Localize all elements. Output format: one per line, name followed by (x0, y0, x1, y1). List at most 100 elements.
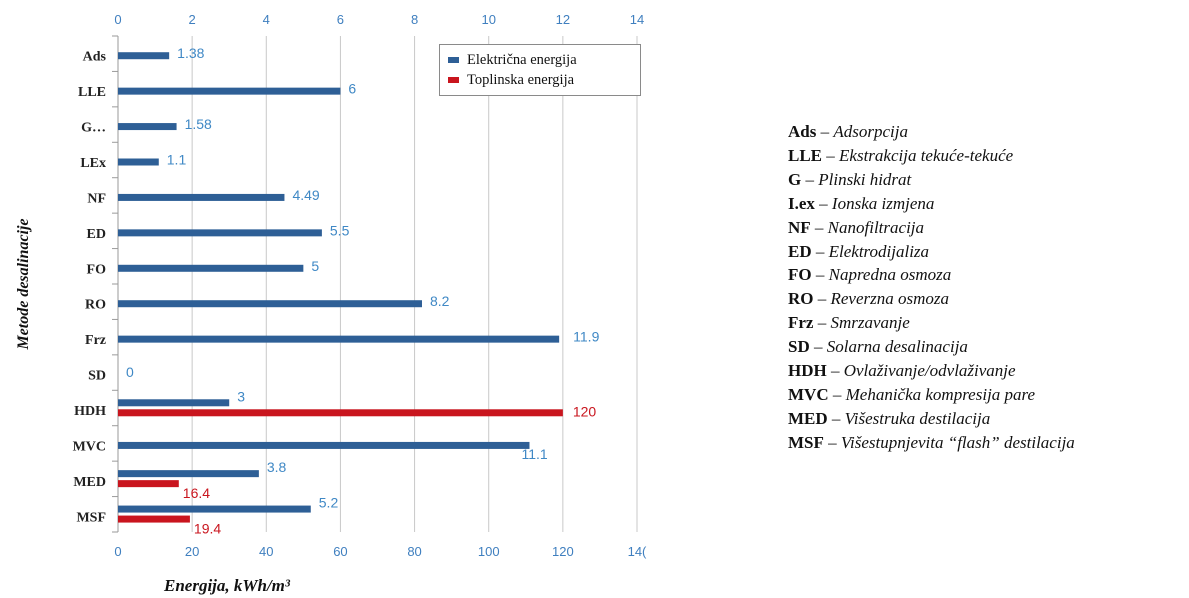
y-axis-title: Metode desalinacije (15, 218, 32, 350)
abbreviation-item: LLE – Ekstrakcija tekuće-tekuće (788, 144, 1183, 168)
grid-lines (191, 36, 638, 532)
data-label-electric: 4.49 (292, 187, 319, 203)
category-label: MVC (73, 439, 106, 454)
abbreviation-separator: – (813, 289, 831, 309)
abbreviation-item: SD – Solarna desalinacija (788, 335, 1183, 359)
bar-electric (118, 470, 259, 478)
abbreviation-code: HDH (788, 361, 827, 381)
abbreviation-separator: – (801, 169, 819, 189)
bar-electric (118, 87, 341, 95)
bar-electric (118, 399, 230, 407)
bar-electric (118, 229, 322, 237)
bottom-tick-label: 120 (552, 544, 574, 559)
abbreviation-separator: – (827, 408, 845, 428)
bar-thermal (118, 409, 563, 417)
category-label: ED (87, 227, 106, 242)
abbreviation-description: Solarna desalinacija (826, 337, 968, 357)
abbreviation-code: RO (788, 289, 814, 309)
bottom-tick-label: 0 (114, 544, 121, 559)
top-tick-label: 14 (630, 12, 644, 27)
abbreviation-description: Ovlaživanje/odvlaživanje (843, 361, 1016, 381)
bar-electric (118, 52, 170, 60)
bar-electric (118, 505, 311, 513)
data-label-electric: 1.58 (185, 116, 212, 132)
data-label-electric: 3.8 (267, 459, 287, 475)
bar-electric (118, 193, 285, 201)
abbreviation-item: G – Plinski hidrat (788, 168, 1183, 192)
data-label-electric: 5.2 (319, 495, 339, 511)
bottom-tick-label: 14( (628, 544, 647, 559)
abbreviation-separator: – (822, 145, 840, 165)
top-tick-label: 8 (411, 12, 418, 27)
abbreviation-separator: – (814, 193, 832, 213)
category-label: FO (87, 262, 107, 277)
data-label-electric: 5.5 (330, 222, 350, 238)
abbreviation-item: Ads – Adsorpcija (788, 120, 1183, 144)
bar-electric (118, 335, 560, 343)
abbreviation-description: Ekstrakcija tekuće-tekuće (839, 145, 1014, 165)
abbreviation-separator: – (828, 384, 846, 404)
abbreviation-description: Napredna osmoza (828, 265, 952, 285)
abbreviation-code: MED (788, 408, 828, 428)
abbreviation-item: MED – Višestruka destilacija (788, 407, 1183, 431)
category-labels: Ads LLE G… LEx NF ED FO RO Frz SD HDH MVC MED MSF (73, 50, 107, 526)
bottom-tick-label: 20 (185, 544, 199, 559)
bar-electric (118, 123, 177, 131)
abbreviation-code: Frz (788, 313, 814, 333)
data-label-electric: 11.1 (521, 446, 547, 462)
abbreviation-item: Frz – Smrzavanje (788, 311, 1183, 335)
abbreviation-list: Ads – Adsorpcija LLE – Ekstrakcija tekuće… (788, 120, 1183, 455)
abbreviation-separator: – (823, 432, 841, 452)
abbreviation-description: Višestruka destilacija (844, 408, 991, 428)
top-tick-label: 6 (337, 12, 344, 27)
chart-area: 1.38 6 1.58 1.1 4.49 5.5 5 8.2 11.9 0 3 120 11.1 3.8 1… (15, 12, 647, 595)
abbreviation-description: Elektrodijaliza (828, 241, 930, 261)
abbreviation-item: MVC – Mehanička kompresija pare (788, 383, 1183, 407)
bottom-tick-label: 100 (478, 544, 500, 559)
chart-legend: Električna energija Toplinska energija (439, 44, 641, 96)
top-tick-label: 2 (189, 12, 196, 27)
bar-electric (118, 158, 159, 166)
abbreviation-description: Reverzna osmoza (830, 289, 950, 309)
category-label: RO (85, 298, 106, 313)
abbreviation-code: G (788, 169, 802, 189)
abbreviation-description: Smrzavanje (830, 313, 910, 333)
legend-item-thermal: Toplinska energija (448, 70, 632, 90)
data-labels: 1.38 6 1.58 1.1 4.49 5.5 5 8.2 11.9 0 3 120 11.1 3.8 1… (126, 45, 600, 536)
abbreviation-item: HDH – Ovlaživanje/odvlaživanje (788, 359, 1183, 383)
top-tick-label: 4 (263, 12, 270, 27)
category-label: Frz (85, 333, 106, 348)
abbreviation-separator: – (813, 313, 831, 333)
legend-swatch-thermal (448, 77, 459, 83)
top-tick-label: 10 (481, 12, 495, 27)
data-label-thermal: 16.4 (183, 485, 210, 501)
abbreviation-separator: – (811, 241, 829, 261)
category-label: HDH (74, 404, 106, 419)
data-label-electric: 11.9 (573, 329, 599, 345)
data-label-electric: 1.38 (177, 45, 204, 61)
top-tick-label: 0 (114, 12, 121, 27)
bar-electric (118, 441, 530, 449)
abbreviation-code: I.ex (788, 193, 815, 213)
abbreviation-description: Nanofiltracija (827, 217, 925, 237)
abbreviation-description: Plinski hidrat (818, 169, 912, 189)
bar-thermal (118, 480, 179, 488)
abbreviation-item: MSF – Višestupnjevita “flash” destilacij… (788, 431, 1183, 455)
data-label-electric: 1.1 (167, 152, 187, 168)
abbreviation-separator: – (816, 122, 834, 141)
abbreviation-code: ED (788, 241, 812, 261)
category-label: LLE (78, 85, 106, 100)
abbreviation-description: Ionska izmjena (831, 193, 935, 213)
category-label: NF (87, 191, 106, 206)
tick-labels: 0 2 4 6 8 10 12 140 20 40 60 80 100 120 14( (114, 12, 647, 559)
bar-electric (118, 300, 422, 308)
legend-swatch-electric (448, 57, 459, 63)
abbreviation-description: Višestupnjevita “flash” destilacija (840, 432, 1075, 452)
abbreviation-code: LLE (788, 145, 823, 165)
data-label-electric: 8.2 (430, 293, 450, 309)
data-label-electric: 0 (126, 364, 134, 380)
abbreviation-description: Mehanička kompresija pare (845, 384, 1036, 404)
x-axis-title: Energija, kWh/m³ (163, 576, 291, 595)
legend-label-electric: Električna energija (467, 51, 577, 68)
category-label: MED (73, 475, 106, 490)
